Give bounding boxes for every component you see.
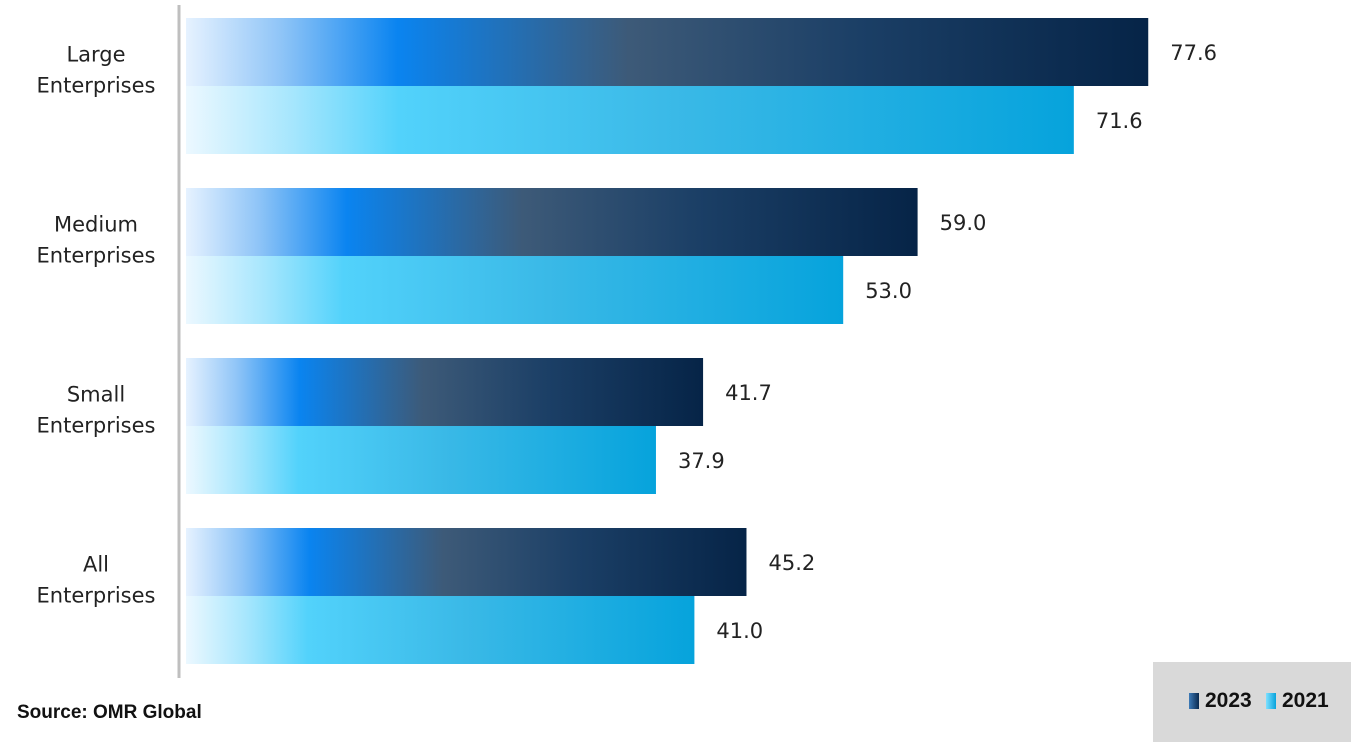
data-label-2021: 53.0 [865,279,912,303]
legend-label-2021: 2021 [1282,689,1329,712]
legend-label-2023: 2023 [1205,689,1252,712]
bar-2021 [186,256,844,324]
data-label-2021: 71.6 [1096,109,1143,133]
data-label-2023: 45.2 [768,551,815,575]
category-label: Medium Enterprises [37,213,156,268]
data-label-2021: 37.9 [678,449,725,473]
bar-2023 [186,18,1149,86]
data-label-2023: 59.0 [940,211,987,235]
legend-swatch-2023 [1189,693,1199,709]
legend-swatch-2021 [1266,693,1276,709]
data-label-2021: 41.0 [716,619,763,643]
data-label-2023: 77.6 [1170,41,1217,65]
legend: 2023 2021 [1153,662,1351,742]
data-label-2023: 41.7 [725,381,772,405]
category-label: Small Enterprises [37,383,156,438]
bar-2023 [186,528,747,596]
bar-2023 [186,358,704,426]
legend-item-2021: 2021 [1266,689,1329,713]
bar-2021 [186,426,656,494]
category-label: Large Enterprises [37,43,156,98]
bar-2023 [186,188,918,256]
bar-2021 [186,596,695,664]
bar-2021 [186,86,1074,154]
legend-item-2023: 2023 [1189,689,1252,713]
source-note: Source: OMR Global [17,702,202,723]
category-label: All Enterprises [37,553,156,608]
